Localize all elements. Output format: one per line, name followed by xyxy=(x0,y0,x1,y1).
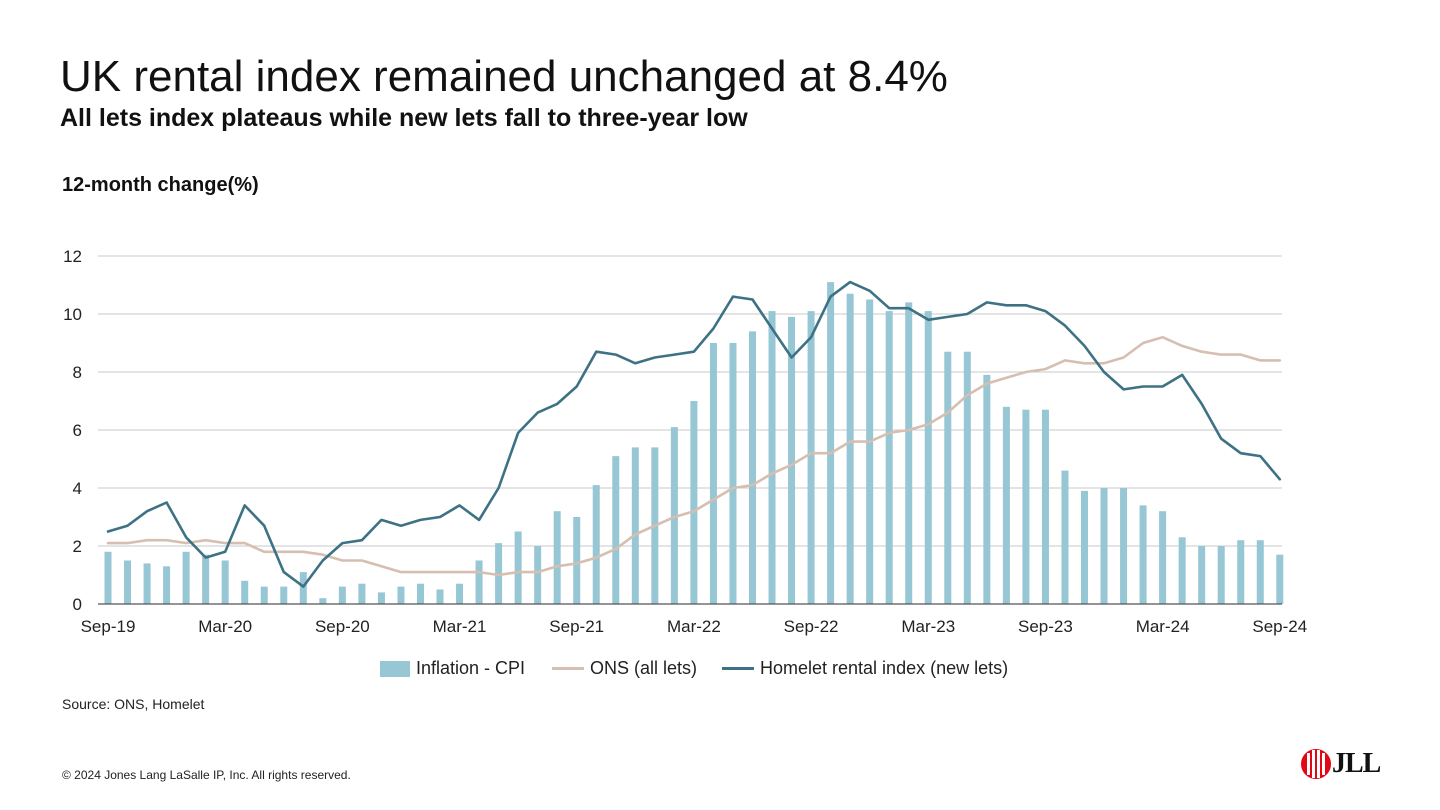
x-tick-label: Sep-23 xyxy=(1018,617,1073,636)
legend-item-ons: ONS (all lets) xyxy=(552,658,697,679)
y-tick-label: 10 xyxy=(63,305,82,324)
cpi-bar xyxy=(319,598,327,604)
cpi-bar xyxy=(729,343,737,604)
cpi-bar xyxy=(1178,537,1186,604)
cpi-bar xyxy=(280,586,288,604)
jll-logo-text: JLL xyxy=(1332,748,1381,779)
cpi-bar xyxy=(631,447,639,604)
cpi-bar xyxy=(534,546,542,604)
cpi-bar xyxy=(592,485,600,604)
copyright-notice: © 2024 Jones Lang LaSalle IP, Inc. All r… xyxy=(62,768,351,782)
cpi-bar xyxy=(221,560,229,604)
cpi-bar xyxy=(1256,540,1264,604)
homelet-line xyxy=(106,280,1282,588)
page-subtitle: All lets index plateaus while new lets f… xyxy=(60,104,748,132)
legend-label-cpi: Inflation - CPI xyxy=(416,658,526,678)
cpi-bar xyxy=(143,563,151,604)
page-title: UK rental index remained unchanged at 8.… xyxy=(60,52,948,101)
cpi-bar xyxy=(788,316,796,604)
cpi-bar xyxy=(202,554,210,604)
x-tick-label: Sep-24 xyxy=(1252,617,1307,636)
cpi-bar xyxy=(690,401,698,604)
cpi-bar xyxy=(963,351,971,604)
cpi-bar xyxy=(748,331,756,604)
cpi-bar xyxy=(1081,490,1088,604)
cpi-bar xyxy=(338,586,346,604)
y-tick-label: 8 xyxy=(73,363,82,382)
x-tick-label: Mar-22 xyxy=(667,617,721,636)
cpi-bar xyxy=(241,580,249,604)
cpi-bar xyxy=(104,551,112,604)
legend-label-ons: ONS (all lets) xyxy=(590,658,698,678)
cpi-bar xyxy=(885,311,893,604)
y-tick-label: 0 xyxy=(73,595,82,614)
cpi-bar xyxy=(553,511,561,604)
y-tick-label: 12 xyxy=(63,247,82,266)
x-tick-label: Sep-19 xyxy=(81,617,136,636)
cpi-bar xyxy=(1100,488,1108,604)
y-axis-label: 12-month change(%) xyxy=(62,174,259,196)
cpi-bar xyxy=(475,560,483,604)
legend-swatch-ons xyxy=(552,667,584,670)
x-tick-label: Sep-21 xyxy=(549,617,604,636)
cpi-bar xyxy=(846,293,854,604)
cpi-bar xyxy=(573,517,581,604)
cpi-bar xyxy=(182,551,190,604)
cpi-bar xyxy=(827,282,835,604)
cpi-bar xyxy=(768,311,776,604)
cpi-bar xyxy=(670,427,678,604)
cpi-bar xyxy=(436,589,444,604)
cpi-bar xyxy=(1159,511,1167,604)
cpi-bar xyxy=(1002,406,1010,604)
cpi-bar xyxy=(1022,409,1030,604)
legend-item-homelet: Homelet rental index (new lets) xyxy=(722,658,1008,679)
cpi-bar xyxy=(866,299,874,604)
cpi-bar xyxy=(1237,540,1245,604)
x-tick-label: Sep-22 xyxy=(784,617,839,636)
rental-index-chart: 0 2 4 6 8 10 12 Sep-19 Mar-20 Sep-20 Mar-21 Sep-21 M… xyxy=(63,247,1307,636)
source-note: Source: ONS, Homelet xyxy=(62,696,205,712)
cpi-bar xyxy=(495,543,503,604)
cpi-bar xyxy=(416,583,424,604)
cpi-bar xyxy=(807,311,815,604)
x-tick-label: Mar-23 xyxy=(901,617,955,636)
cpi-bar xyxy=(924,311,932,604)
cpi-bar xyxy=(905,302,913,604)
cpi-bar xyxy=(944,351,952,604)
y-tick-label: 2 xyxy=(73,537,82,556)
cpi-bar xyxy=(358,583,366,604)
cpi-bar xyxy=(1276,554,1284,604)
cpi-bar xyxy=(983,374,991,604)
cpi-bar xyxy=(456,583,464,604)
cpi-bar xyxy=(163,566,171,604)
legend-swatch-homelet xyxy=(722,667,754,670)
chart-legend: Inflation - CPI ONS (all lets) Homelet r… xyxy=(0,658,1440,684)
x-tick-label: Mar-20 xyxy=(198,617,252,636)
y-tick-label: 6 xyxy=(73,421,82,440)
ons-line xyxy=(106,335,1282,577)
cpi-bar xyxy=(1139,505,1147,604)
legend-label-homelet: Homelet rental index (new lets) xyxy=(760,658,1009,678)
x-tick-label: Sep-20 xyxy=(315,617,370,636)
cpi-bar xyxy=(397,586,405,604)
cpi-bar xyxy=(1198,546,1206,604)
cpi-bar xyxy=(1061,470,1069,604)
cpi-bar xyxy=(612,456,620,604)
legend-swatch-cpi xyxy=(380,660,410,677)
cpi-bar xyxy=(1120,488,1128,604)
cpi-bar xyxy=(709,343,717,604)
cpi-bar xyxy=(377,592,385,604)
y-tick-label: 4 xyxy=(73,479,82,498)
jll-logo xyxy=(1301,749,1331,779)
cpi-bar xyxy=(1041,409,1049,604)
cpi-bar xyxy=(1217,546,1225,604)
x-tick-label: Mar-21 xyxy=(433,617,487,636)
cpi-bar xyxy=(514,531,522,604)
legend-item-cpi: Inflation - CPI xyxy=(380,658,525,679)
cpi-bar xyxy=(299,572,307,604)
cpi-bar xyxy=(124,560,132,604)
cpi-bar xyxy=(260,586,268,604)
x-tick-label: Mar-24 xyxy=(1136,617,1190,636)
